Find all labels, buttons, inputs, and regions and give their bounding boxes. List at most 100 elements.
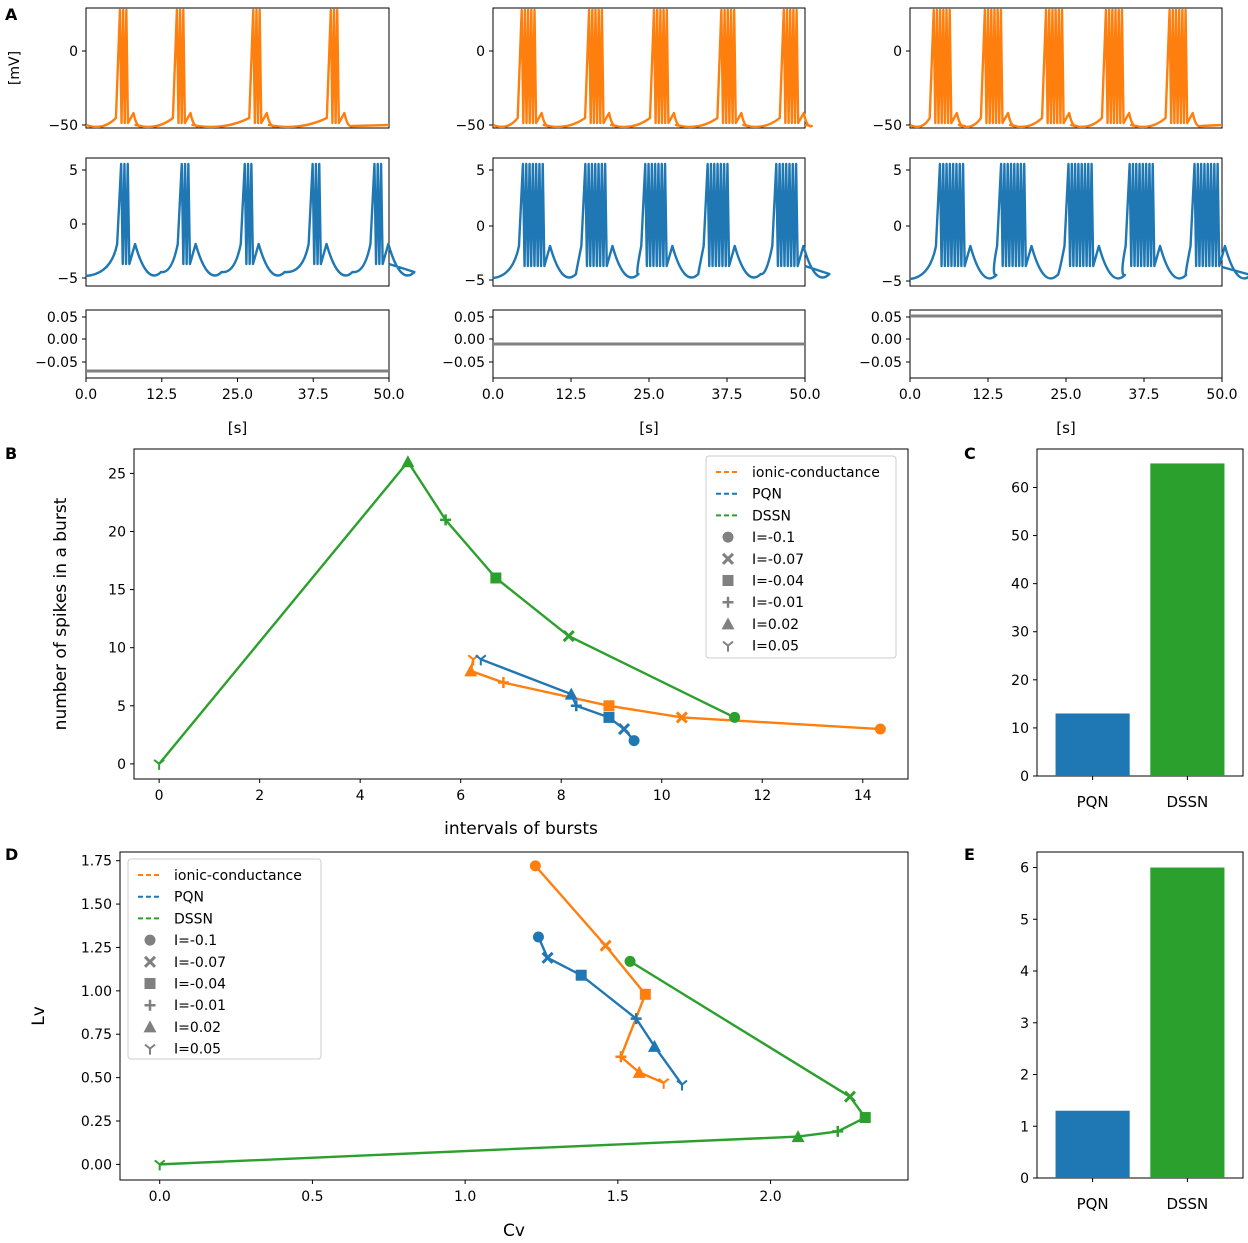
panel-d-legend-marker: [144, 1043, 156, 1055]
panel-a3-mid-axes: [909, 157, 1223, 287]
data-point-circle: [624, 955, 636, 967]
panel-d-y-tick-label: 1.50: [81, 897, 112, 913]
panel-a3-mid-tick-label: 0: [893, 219, 902, 235]
panel-b-legend-label: DSSN: [752, 508, 791, 524]
panel-label-b: B: [5, 444, 17, 463]
panel-e-x-tick-label: DSSN: [1166, 1195, 1208, 1213]
data-point-triangle: [647, 1039, 661, 1052]
panel-d-legend-label: I=-0.07: [174, 955, 226, 971]
panel-b-y-tick-label: 25: [108, 466, 126, 482]
data-point-x: [617, 722, 631, 736]
panel-d-x-tick-label: 1.5: [607, 1189, 629, 1205]
panel-b-legend-label: PQN: [752, 487, 782, 503]
panel-d-y-tick-label: 1.75: [81, 854, 112, 870]
panel-a3-mid-tick-label: −5: [881, 274, 902, 290]
data-point-square: [575, 969, 587, 981]
panel-a2-blue-trace: [492, 162, 831, 280]
panel-c-y-tick-label: 30: [1011, 625, 1029, 641]
series-line: [537, 936, 683, 1086]
panel-d-series-dssn: [154, 955, 871, 1171]
data-point-square: [603, 711, 615, 723]
panel-b-x-tick-label: 8: [557, 788, 566, 804]
panel-a2-tick-label: 25.0: [633, 387, 664, 403]
panel-d-y-tick-label: 1.25: [81, 940, 112, 956]
data-point-square: [603, 700, 615, 712]
panel-d-y-tick-label: 0.25: [81, 1114, 112, 1130]
orange-voltage-path: [85, 8, 390, 129]
panel-b-x-tick-label: 4: [356, 788, 365, 804]
panel-d-x-tick-label: 0.0: [149, 1189, 171, 1205]
blue-voltage-path: [492, 162, 831, 280]
panel-b-y-tick-label: 20: [108, 525, 126, 541]
panel-a1-mid-tick-label: −5: [57, 271, 78, 287]
panel-d-series-ionic-conductance: [529, 860, 670, 1089]
data-point-triangle: [564, 687, 578, 700]
panel-d-legend: [127, 858, 322, 1060]
panel-a2-orange-trace: [492, 8, 813, 129]
series-line: [469, 659, 881, 731]
panel-a1-orange-trace: [85, 8, 390, 129]
panel-a3-top-tick-label: 0: [893, 44, 902, 60]
panel-a1-current-tick-label: −0.05: [35, 355, 78, 371]
panel-a1-mid-tick-label: 0: [69, 217, 78, 233]
panel-a3-tick-label: 25.0: [1050, 387, 1081, 403]
series-line: [534, 865, 665, 1084]
panel-label-d: D: [5, 845, 18, 864]
panel-b-legend-label: I=-0.01: [752, 595, 804, 611]
panel-a3-top-axes: [909, 7, 1223, 129]
panel-a3-current-tick-label: 0.05: [871, 310, 902, 326]
data-point-circle: [729, 711, 741, 723]
data-point-plus: [497, 677, 509, 689]
panel-b-series-ionic-conductance: [464, 654, 886, 735]
panel-d-legend-marker: [143, 1020, 157, 1033]
data-point-x: [843, 1090, 857, 1103]
data-point-plus: [630, 1013, 642, 1025]
panel-b-x-tick-label: 12: [753, 788, 771, 804]
panel-b-y-tick-label: 10: [108, 641, 126, 657]
data-point-x: [599, 939, 612, 952]
panel-d-legend-label: ionic-conductance: [174, 868, 302, 884]
panel-a3-top-tick-label: −50: [872, 118, 902, 134]
panel-a1-current-tick-label: 0.00: [47, 332, 78, 348]
panel-a3-xlabel: [s]: [1056, 419, 1076, 437]
panel-b-legend-label: I=-0.1: [752, 530, 795, 546]
panel-c-y-tick-label: 50: [1011, 529, 1029, 545]
panel-b-legend-marker: [722, 640, 734, 652]
panel-b-x-tick-label: 6: [456, 788, 465, 804]
series-line: [158, 459, 736, 765]
panel-c-y-tick-label: 40: [1011, 577, 1029, 593]
data-point-plus: [832, 1125, 844, 1137]
panel-d-legend-label: PQN: [174, 890, 204, 906]
panel-b-x-tick-label: 14: [854, 788, 872, 804]
data-point-x: [541, 951, 554, 964]
panel-c-x-tick-label: PQN: [1077, 793, 1109, 811]
panel-a3-orange-trace: [909, 8, 1223, 129]
panel-a1-current-tick-label: 0.05: [47, 310, 78, 326]
panel-b-legend-marker: [722, 596, 734, 608]
panel-d-legend-marker: [144, 999, 156, 1011]
data-point-tri_down: [153, 759, 165, 770]
panel-b-series-pqn: [475, 654, 640, 747]
panel-a2-mid-tick-label: 0: [476, 219, 485, 235]
panel-a2-tick-label: 12.5: [555, 387, 586, 403]
series-line: [480, 658, 635, 742]
panel-d-series-pqn: [532, 931, 688, 1091]
panel-a1-xlabel: [s]: [228, 419, 248, 437]
panel-a2-mid-tick-label: −5: [464, 273, 485, 289]
panel-label-c: C: [964, 444, 976, 463]
blue-voltage-path: [85, 162, 416, 278]
panel-a1-tick-label: 0.0: [75, 387, 97, 403]
panel-d-y-tick-label: 0.75: [81, 1027, 112, 1043]
panel-e-x-tick-label: PQN: [1077, 1195, 1109, 1213]
data-point-x: [675, 711, 688, 724]
panel-b-x-tick-label: 0: [155, 788, 164, 804]
series-line: [159, 960, 868, 1166]
panel-a1-tick-label: 37.5: [298, 387, 329, 403]
data-point-tri_down: [658, 1078, 670, 1089]
panel-d-legend-marker: [143, 955, 157, 968]
panel-e-y-tick-label: 1: [1020, 1119, 1029, 1135]
panel-a2-top-tick-label: 0: [476, 44, 485, 60]
data-point-tri_down: [154, 1159, 166, 1171]
panel-d-legend-label: I=-0.1: [174, 933, 217, 949]
orange-voltage-path: [492, 8, 813, 129]
